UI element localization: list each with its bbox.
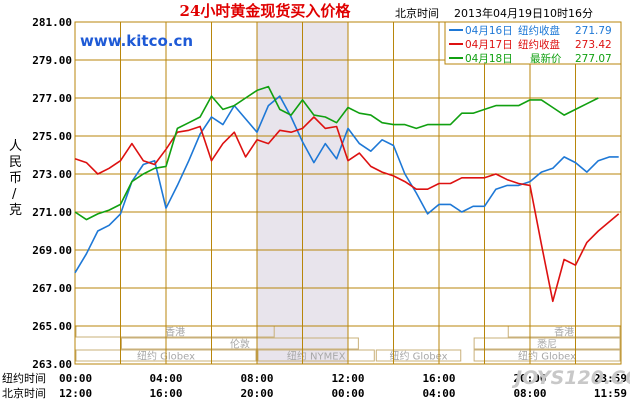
session-nymex: 纽约 NYMEX	[257, 349, 375, 363]
legend-date: 04月18日	[465, 53, 513, 65]
bj-tick-label: 16:00	[149, 387, 182, 400]
y-tick-label: 269.00	[32, 244, 72, 257]
timestamp: 2013年04月19日10时16分	[454, 6, 593, 20]
chart-axes: 263.00 265.00 267.00 269.00 271.00 273.00 275.…	[32, 16, 627, 400]
bj-tick-label: 11:59	[594, 387, 627, 400]
legend-label: 纽约收盘	[518, 24, 560, 37]
ny-tick-label: 16:00	[422, 372, 455, 385]
ny-tick-label: 00:00	[59, 372, 92, 385]
y-tick-label: 263.00	[32, 358, 72, 371]
bj-tick-label: 20:00	[240, 387, 273, 400]
session-label: 纽约 Globex	[518, 350, 576, 363]
session-globex: 纽约 Globex	[473, 349, 621, 363]
legend-value: 277.07	[575, 53, 612, 65]
session-label: 悉尼	[537, 339, 557, 351]
session-london: 伦敦	[121, 337, 359, 351]
session-box	[375, 349, 462, 362]
unit-char: 人	[9, 139, 22, 154]
session-hongkong: 香港	[75, 325, 275, 339]
legend-label: 纽约收盘	[518, 38, 560, 51]
legend-date: 04月17日	[465, 39, 513, 51]
site-url[interactable]: www.kitco.cn	[80, 32, 193, 50]
session-globex: 纽约 Globex	[375, 349, 462, 363]
session-sydney: 悉尼	[473, 337, 621, 351]
y-tick-label: 267.00	[32, 282, 72, 295]
legend-value: 271.79	[575, 25, 612, 37]
unit-char: 克	[9, 203, 22, 218]
session-box	[257, 349, 375, 362]
y-tick-label: 281.00	[32, 16, 72, 29]
ny-tick-label: 04:00	[149, 372, 182, 385]
series-line-1	[74, 95, 619, 274]
session-label: 纽约 NYMEX	[287, 350, 346, 363]
bj-tick-label: 00:00	[331, 387, 364, 400]
bj-tick-label: 08:00	[513, 387, 546, 400]
y-tick-label: 277.00	[32, 92, 72, 105]
unit-char: 币	[9, 171, 22, 186]
session-box	[473, 337, 621, 350]
ny-tick-label: 12:00	[331, 372, 364, 385]
series-line-3	[74, 85, 599, 221]
series-line-2	[74, 116, 620, 303]
session-label: 香港	[554, 327, 574, 339]
legend-box	[444, 21, 622, 65]
ny-tick-label: 08:00	[240, 372, 273, 385]
y-tick-label: 275.00	[32, 130, 72, 143]
y-tick-label: 265.00	[32, 320, 72, 333]
y-tick-label: 279.00	[32, 54, 72, 67]
legend-label: 最新价	[530, 52, 562, 65]
legend-value: 273.42	[575, 39, 612, 51]
session-box	[473, 349, 621, 362]
session-box	[121, 337, 359, 350]
legend-item: 04月17日 纽约收盘 273.42	[449, 38, 612, 51]
bj-time-label: 北京时间	[2, 386, 46, 400]
chart-grid	[74, 21, 622, 365]
legend-item: 04月16日 纽约收盘 271.79	[449, 24, 612, 37]
legend-date: 04月16日	[465, 25, 513, 37]
watermark: JOYS120.COM	[511, 367, 630, 389]
unit-char: /	[12, 187, 17, 202]
unit-char: 民	[9, 155, 22, 170]
timezone-label: 北京时间	[395, 6, 439, 20]
legend-item: 04月18日 最新价 277.07	[449, 52, 612, 65]
ny-tick-label: 20:00	[513, 372, 546, 385]
y-tick-label: 273.00	[32, 168, 72, 181]
session-label: 香港	[165, 327, 185, 339]
ny-tick-label: 23:59	[594, 372, 627, 385]
chart-title: 24小时黄金现货买入价格	[180, 2, 352, 20]
session-hongkong: 香港	[507, 325, 621, 339]
session-label: 纽约 Globex	[389, 350, 447, 363]
ny-time-label: 纽约时间	[2, 371, 46, 385]
y-tick-label: 271.00	[32, 206, 72, 219]
chart-series	[74, 85, 620, 303]
session-label: 伦敦	[230, 338, 250, 351]
bj-tick-label: 04:00	[422, 387, 455, 400]
bj-tick-label: 12:00	[59, 387, 92, 400]
